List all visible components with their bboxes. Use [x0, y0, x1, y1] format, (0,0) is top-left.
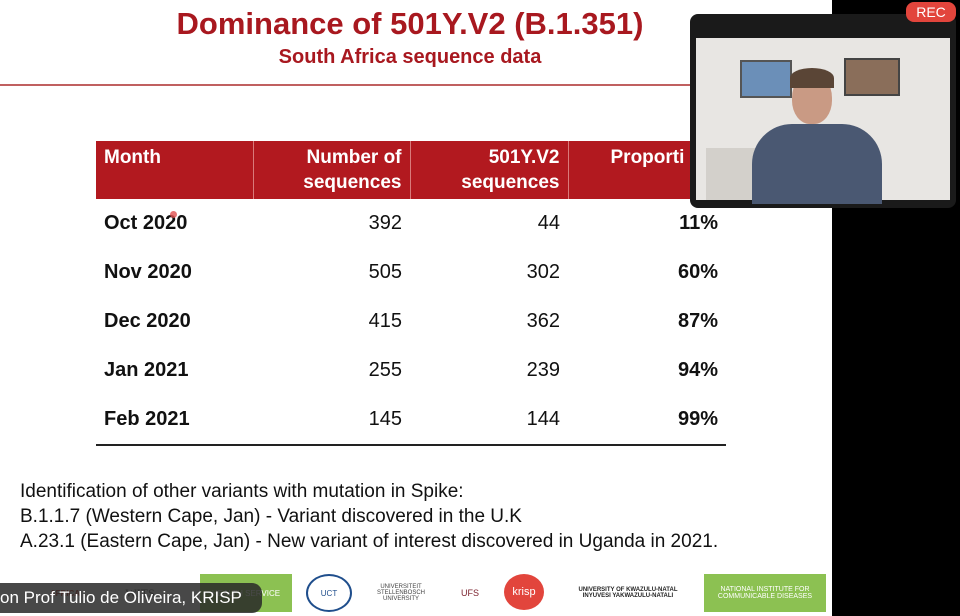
- notes-heading: Identification of other variants with mu…: [20, 481, 464, 502]
- cell-proportion: 60%: [677, 261, 718, 283]
- pointer-indicator: [170, 211, 177, 218]
- cell-variant: 302: [526, 261, 560, 283]
- table-header-row: Month Number of sequences 501Y.V2 sequen…: [96, 141, 726, 199]
- note-line: A.23.1 (Eastern Cape, Jan) - New variant…: [20, 531, 719, 552]
- slide-subtitle: South Africa sequence data: [278, 46, 542, 68]
- table-row: Feb 2021 145 144 99%: [96, 395, 726, 446]
- cell-sequences: 145: [253, 395, 410, 446]
- title-divider: [0, 84, 700, 86]
- logo-uct: UCT: [306, 574, 352, 612]
- cell-variant: 362: [526, 310, 560, 332]
- cell-month: Dec 2020: [104, 310, 191, 332]
- wall-photo: [844, 58, 900, 96]
- cell-variant: 44: [537, 212, 560, 234]
- cell-proportion: 87%: [677, 310, 718, 332]
- logo-ukzn: UNIVERSITY OF KWAZULU-NATAL INYUVESI YAK…: [578, 587, 678, 599]
- cell-proportion: 94%: [677, 359, 718, 381]
- table-row: Nov 2020 505 302 60%: [96, 248, 726, 297]
- recording-badge: REC: [906, 2, 956, 22]
- cell-sequences: 255: [368, 359, 402, 381]
- cell-variant: 144: [410, 395, 568, 446]
- cell-month: Jan 2021: [104, 359, 189, 381]
- speaker-caption: on Prof Tulio de Oliveira, KRISP: [0, 583, 262, 613]
- header-variant-sequences: 501Y.V2 sequences: [409, 141, 568, 199]
- speaker-video[interactable]: [690, 14, 956, 208]
- cell-month: Nov 2020: [104, 261, 192, 283]
- cell-proportion: 11%: [679, 212, 718, 234]
- cell-proportion: 99%: [568, 395, 726, 446]
- video-feed: [696, 38, 950, 204]
- header-number-of-sequences: Number of sequences: [252, 141, 410, 199]
- cell-sequences: 415: [368, 310, 402, 332]
- sequence-table: Month Number of sequences 501Y.V2 sequen…: [96, 141, 726, 446]
- table-row: Oct 2020 392 44 11%: [96, 199, 726, 248]
- variant-notes: Identification of other variants with mu…: [20, 479, 718, 554]
- cell-variant: 239: [526, 359, 560, 381]
- cell-month: Oct 2020: [104, 212, 188, 234]
- cell-sequences: 505: [368, 261, 402, 283]
- slide-title: Dominance of 501Y.V2 (B.1.351): [176, 6, 644, 41]
- logo-stellenbosch: UNIVERSITEIT STELLENBOSCH UNIVERSITY: [376, 584, 425, 602]
- logo-nicd: NATIONAL INSTITUTE FOR COMMUNICABLE DISE…: [704, 574, 826, 612]
- speaker-hair: [790, 68, 834, 88]
- cell-sequences: 392: [368, 212, 402, 234]
- table-row: Jan 2021 255 239 94%: [96, 346, 726, 395]
- speaker-body: [752, 124, 882, 204]
- header-month: Month: [96, 141, 253, 199]
- note-line: B.1.1.7 (Western Cape, Jan) - Variant di…: [20, 506, 522, 527]
- logo-krisp: krisp: [504, 574, 544, 610]
- table-row: Dec 2020 415 362 87%: [96, 297, 726, 346]
- cell-month: Feb 2021: [96, 395, 253, 446]
- wall-photo: [740, 60, 792, 98]
- logo-ufs: UFS: [461, 588, 479, 598]
